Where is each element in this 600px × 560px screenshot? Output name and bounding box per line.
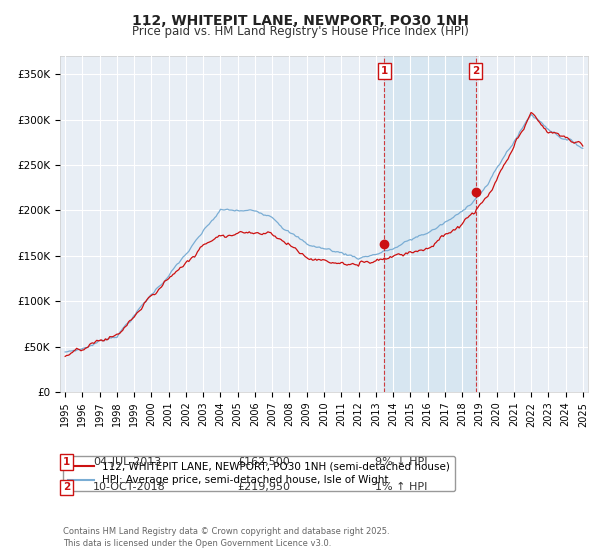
Bar [385,56,476,392]
Text: £162,500: £162,500 [237,457,290,467]
Text: Price paid vs. HM Land Registry's House Price Index (HPI): Price paid vs. HM Land Registry's House … [131,25,469,38]
Text: 1: 1 [63,457,70,467]
Text: 1% ↑ HPI: 1% ↑ HPI [375,482,427,492]
Text: 04-JUL-2013: 04-JUL-2013 [93,457,161,467]
Text: Contains HM Land Registry data © Crown copyright and database right 2025.
This d: Contains HM Land Registry data © Crown c… [63,527,389,548]
Text: 1: 1 [381,66,388,76]
Text: 10-OCT-2018: 10-OCT-2018 [93,482,166,492]
Text: 2: 2 [63,482,70,492]
Text: 2: 2 [472,66,479,76]
Text: 9% ↓ HPI: 9% ↓ HPI [375,457,427,467]
Text: 112, WHITEPIT LANE, NEWPORT, PO30 1NH: 112, WHITEPIT LANE, NEWPORT, PO30 1NH [131,14,469,28]
Text: £219,950: £219,950 [237,482,290,492]
Legend: 112, WHITEPIT LANE, NEWPORT, PO30 1NH (semi-detached house), HPI: Average price,: 112, WHITEPIT LANE, NEWPORT, PO30 1NH (s… [62,456,455,491]
